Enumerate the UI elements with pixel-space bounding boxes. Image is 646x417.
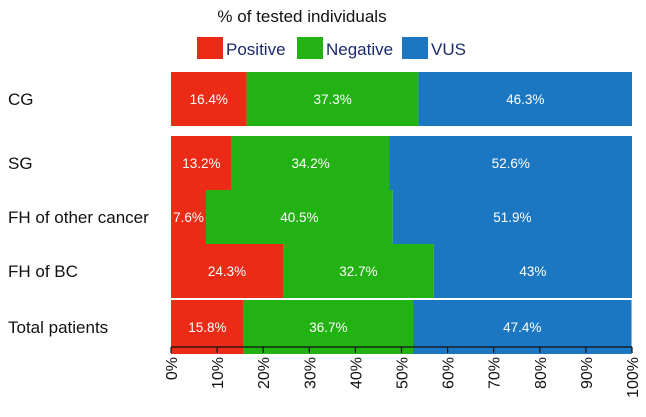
- x-axis: 0% 10% 20% 30% 40% 50% 60% 70% 80% 90% 100%: [164, 346, 642, 398]
- bar-segment-positive: [171, 190, 207, 244]
- bars: 16.4% 37.3% 46.3% 13.2% 34.2% 52.6% 7.6% 40.5% 5…: [171, 72, 632, 354]
- x-tick-label: 70%: [487, 357, 504, 389]
- legend-swatch-vus: [402, 37, 428, 59]
- bar-value-label: 51.9%: [493, 210, 531, 225]
- bar-value-label: 7.6%: [173, 210, 204, 225]
- x-tick-label: 10%: [210, 357, 227, 389]
- x-tick-label: 60%: [441, 357, 458, 389]
- bar-value-label: 37.3%: [313, 92, 351, 107]
- bar-segment-vus: [392, 190, 632, 244]
- bar-value-label: 32.7%: [339, 264, 377, 279]
- category-labels: CG SG FH of other cancer FH of BC Total pati…: [8, 90, 149, 337]
- x-tick-label: 100%: [625, 357, 642, 398]
- bar-segment-positive: [171, 300, 244, 354]
- bar-value-label: 43%: [519, 264, 546, 279]
- bar-value-label: 15.8%: [188, 320, 226, 335]
- bar-segment-negative: [206, 190, 393, 244]
- bar-value-label: 52.6%: [492, 156, 530, 171]
- x-tick-label: 80%: [533, 357, 550, 389]
- bar-value-label: 16.4%: [190, 92, 228, 107]
- bar-segment-vus: [433, 244, 632, 298]
- category-label: CG: [8, 90, 34, 109]
- legend-label-vus: VUS: [431, 40, 466, 59]
- bar-segment-negative: [231, 136, 390, 190]
- x-tick-label: 40%: [348, 357, 365, 389]
- bar-value-label: 34.2%: [292, 156, 330, 171]
- x-tick-label: 90%: [579, 357, 596, 389]
- bar-value-label: 13.2%: [182, 156, 220, 171]
- bar-segment-positive: [171, 136, 232, 190]
- bar-segment-vus: [418, 72, 632, 126]
- bar-value-label: 40.5%: [280, 210, 318, 225]
- x-tick-label: 30%: [302, 357, 319, 389]
- bar-value-label: 36.7%: [309, 320, 347, 335]
- bar-value-label: 46.3%: [506, 92, 544, 107]
- x-tick-label: 0%: [164, 357, 181, 380]
- legend-label-positive: Positive: [226, 40, 286, 59]
- x-tick-label: 50%: [395, 357, 412, 389]
- chart-title: % of tested individuals: [217, 7, 386, 26]
- legend-label-negative: Negative: [326, 40, 393, 59]
- x-tick-label: 20%: [256, 357, 273, 389]
- category-label: Total patients: [8, 318, 108, 337]
- bar-segment-negative: [243, 300, 414, 354]
- bar-segment-vus: [413, 300, 632, 354]
- legend: Positive Negative VUS: [197, 37, 466, 59]
- bar-value-label: 24.3%: [208, 264, 246, 279]
- bar-segment-negative: [283, 244, 434, 298]
- bar-segment-positive: [171, 244, 284, 298]
- category-label: FH of BC: [8, 262, 78, 281]
- bar-value-label: 47.4%: [503, 320, 541, 335]
- bar-segment-positive: [171, 72, 247, 126]
- legend-swatch-positive: [197, 37, 223, 59]
- category-label: SG: [8, 154, 33, 173]
- category-label: FH of other cancer: [8, 208, 149, 227]
- bar-segment-negative: [246, 72, 419, 126]
- legend-swatch-negative: [297, 37, 323, 59]
- bar-segment-vus: [389, 136, 632, 190]
